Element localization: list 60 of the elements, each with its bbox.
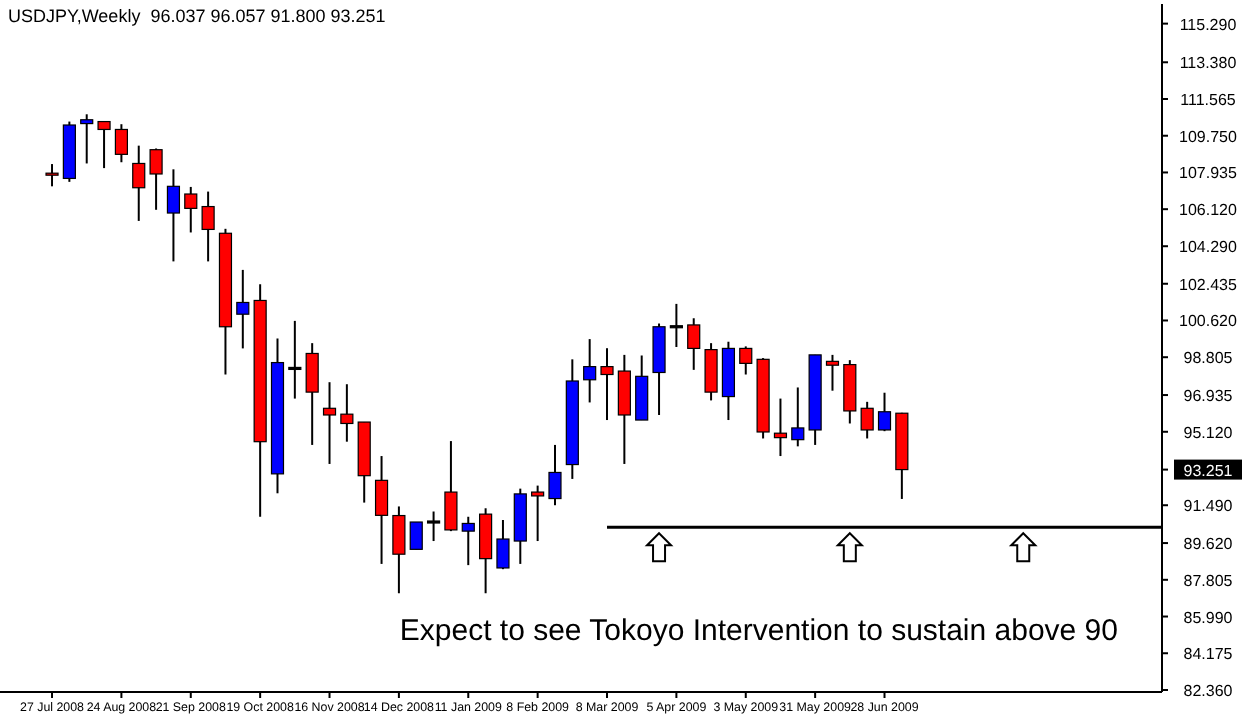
y-tick-label: 107.935: [1179, 164, 1239, 183]
candlestick: [426, 510, 441, 543]
y-tick-label: 109.750: [1179, 127, 1239, 146]
candlestick: [791, 386, 805, 448]
candlestick: [114, 123, 128, 164]
y-tick-label: 98.805: [1183, 349, 1234, 368]
candlestick: [288, 319, 302, 400]
y-tick-label: 95.120: [1183, 423, 1234, 442]
candlestick: [322, 381, 337, 465]
candlestick: [739, 345, 753, 376]
candlestick: [45, 163, 59, 188]
candlestick: [548, 443, 562, 507]
y-tick-label: 102.435: [1179, 275, 1239, 294]
y-tick-label: 84.175: [1183, 645, 1234, 664]
candlestick: [444, 440, 458, 533]
candlestick: [600, 347, 614, 422]
candlestick: [513, 487, 527, 565]
candlestick: [461, 515, 475, 567]
candlestick: [531, 484, 545, 543]
candlestick: [825, 353, 840, 392]
chart-title: USDJPY,Weekly 96.037 96.057 91.800 93.251: [8, 6, 386, 26]
candlestick: [80, 113, 94, 165]
y-tick-label: 87.805: [1183, 571, 1234, 590]
candlestick: [149, 147, 163, 211]
candlestick: [843, 359, 857, 425]
candlestick: [184, 185, 198, 234]
candlestick: [166, 168, 181, 263]
candlestick: [201, 190, 215, 263]
candlestick: [374, 455, 389, 565]
y-tick-label: 115.290: [1179, 15, 1238, 34]
y-tick-label: 93.251: [1183, 461, 1234, 480]
candlestick: [583, 338, 597, 404]
candlestick: [669, 302, 683, 348]
candlestick: [132, 144, 146, 222]
y-tick-label: 91.490: [1183, 497, 1234, 516]
y-tick-label: 85.990: [1183, 608, 1234, 627]
candlestick: [496, 519, 510, 571]
y-tick-label: 106.120: [1179, 201, 1239, 220]
candlestick: [305, 342, 319, 446]
y-tick-label: 96.935: [1183, 387, 1234, 406]
candlestick: [97, 120, 111, 170]
candlestick: [652, 322, 666, 416]
candlestick: [704, 342, 718, 402]
annotation: Expect to see Tokoyo Intervention to sustain above 90: [399, 614, 1118, 648]
y-tick-label: 89.620: [1183, 535, 1234, 554]
candlestick: [617, 353, 631, 465]
candlestick: [877, 391, 892, 433]
y-tick-label: 111.565: [1180, 91, 1237, 109]
y-tick-label: 113.380: [1179, 54, 1238, 73]
candlestick: [687, 317, 701, 371]
y-tick-label: 100.620: [1179, 312, 1239, 331]
y-tick-label: 104.290: [1179, 238, 1239, 257]
candlestick: [236, 268, 250, 350]
candlestick: [635, 354, 649, 422]
candlestick: [860, 400, 874, 440]
candlestick: [340, 383, 354, 443]
candlestick: [392, 505, 406, 595]
candlestick: [479, 507, 493, 595]
candlestick: [409, 521, 423, 550]
y-tick-label: 82.360: [1183, 681, 1234, 700]
